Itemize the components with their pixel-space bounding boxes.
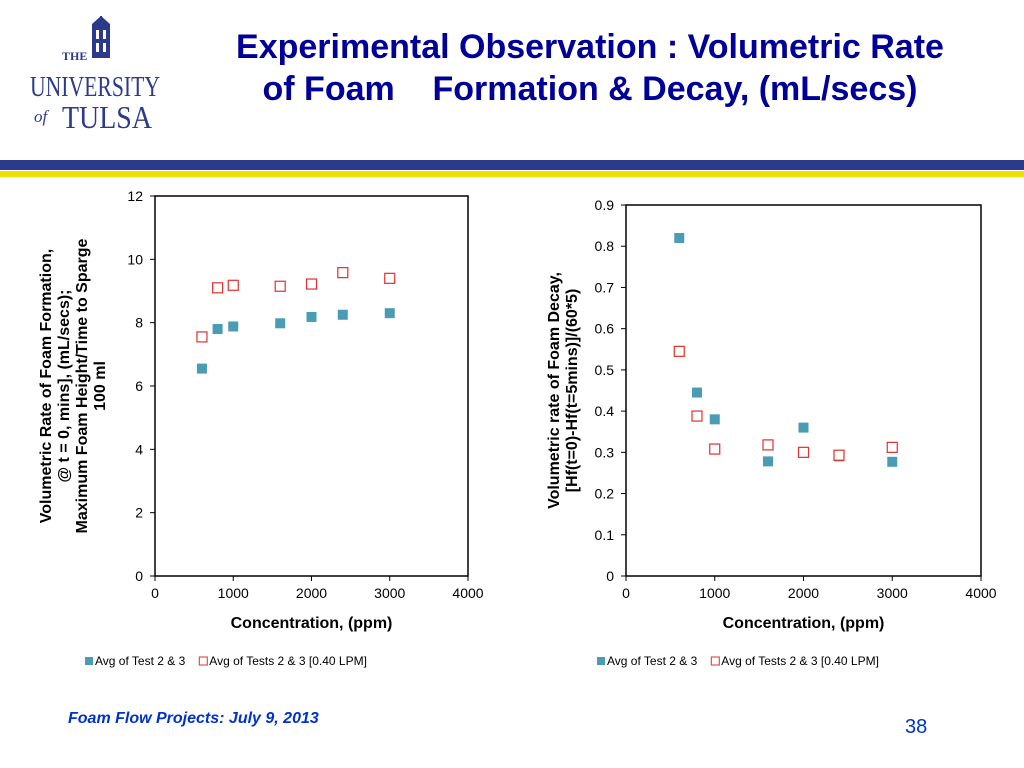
chart2-y-tick-label: 0.1: [595, 527, 615, 543]
chart1-legend-label-2: Avg of Tests 2 & 3 [0.40 LPM]: [209, 654, 367, 668]
chart1-y-tick-label: 4: [135, 441, 143, 457]
chart2-x-tick-label: 3000: [877, 585, 908, 601]
chart2-x-tick-label: 2000: [788, 585, 819, 601]
foam-decay-chart-svg: 0 1000 2000 3000 4000 0 0.1 0.2 0.3 0.4 0.5 0.6 0.7 0…: [546, 197, 997, 668]
chart2-y-tick-label: 0.6: [595, 321, 615, 337]
chart1-x-tick-label: 1000: [218, 585, 249, 601]
logo-of: of: [34, 107, 50, 126]
university-of-tulsa-logo: THE UNIVERSITY of TULSA: [30, 16, 160, 135]
chart2-y-axis-label-line: Volumetric rate of Foam Decay,: [546, 272, 563, 509]
chart2-series-1-point: [798, 422, 809, 433]
chart2-series-2-point: [709, 443, 721, 455]
chart1-series-2-point: [196, 331, 208, 343]
header-divider-blue: [0, 160, 1024, 170]
chart1-y-tick-label: 12: [127, 188, 143, 204]
chart2-y-tick-label: 0.2: [595, 486, 615, 502]
chart1-series-2-point: [227, 279, 239, 291]
page-number: 38: [905, 716, 928, 738]
chart1-y-tick-label: 2: [135, 505, 143, 521]
chart2-y-tick-label: 0: [606, 568, 614, 584]
chart2-y-axis-label-line: [Hf(t=0)-Hf(t=5mins)]/(60*5): [564, 289, 581, 493]
chart2-x-tick-label: 1000: [699, 585, 730, 601]
header-divider-gold: [0, 171, 1024, 177]
chart1-series-1-point: [337, 309, 348, 320]
slide-title-line2: of Foam Formation & Decay, (mL/secs): [262, 70, 918, 108]
chart2-x-axis-label: Concentration, (ppm): [723, 615, 885, 632]
chart1-y-axis-label-line: 100 ml: [92, 361, 109, 411]
chart1-x-tick-label: 2000: [296, 585, 327, 601]
chart1-plot-area: [154, 195, 469, 577]
chart2-series-2: [673, 345, 898, 461]
chart1-series-1-point: [306, 311, 317, 322]
chart1-series-2-point: [384, 272, 396, 284]
chart1-series-2-point: [212, 282, 224, 294]
chart1-series-1-point: [228, 321, 239, 332]
chart2-series-1-point: [887, 456, 898, 467]
chart1-y-tick-label: 8: [135, 315, 143, 331]
slide-title-line1: Experimental Observation : Volumetric Ra…: [236, 28, 944, 66]
chart2-y-axis-label: Volumetric rate of Foam Decay, [Hf(t=0)-H…: [546, 272, 581, 509]
chart2-x-tick-label: 4000: [965, 585, 996, 601]
chart2-series-2-point: [762, 439, 774, 451]
chart1-x-tick-label: 3000: [374, 585, 405, 601]
chart2-legend-label-1: Avg of Test 2 & 3: [607, 654, 698, 668]
university-tower-icon: [92, 16, 110, 58]
slide-title: Experimental Observation : Volumetric Ra…: [170, 26, 1010, 110]
chart2-x-tick-label: 0: [622, 585, 630, 601]
chart2-series-1-point: [692, 387, 702, 398]
chart2-y-tick-label: 0.5: [595, 362, 615, 378]
chart2-y-tick-label: 0.8: [595, 238, 615, 254]
chart1-series-1-point: [275, 318, 286, 329]
chart1-x-tick-label: 4000: [452, 585, 483, 601]
chart1-legend-label-1: Avg of Test 2 & 3: [95, 654, 186, 668]
chart1-x-tick-label: 0: [151, 585, 159, 601]
chart1-series-1-point: [384, 308, 395, 319]
chart2-series-1-point: [763, 456, 773, 467]
chart2-series-2-point: [797, 446, 810, 458]
footer-project-date: Foam Flow Projects: July 9, 2013: [68, 710, 319, 727]
logo-tulsa: TULSA: [62, 99, 152, 135]
chart2-legend-swatch-1: [597, 657, 605, 665]
logo-the: THE: [62, 49, 87, 63]
chart1-y-axis-label-line: Volumetric Rate of Foam Formation,: [38, 249, 55, 523]
chart2-plot-area: [625, 204, 982, 577]
chart2-series-2-point: [673, 345, 685, 357]
chart1-y-tick-label: 6: [135, 378, 143, 394]
chart2-y-tick-label: 0.4: [595, 403, 615, 419]
chart1-y-axis-label-line: Maximum Foam Height/Time to Sparge: [74, 238, 91, 533]
chart1-x-axis-label: Concentration, (ppm): [231, 615, 393, 632]
chart1-series-1-point: [196, 363, 207, 374]
chart1-series-2-point: [274, 280, 286, 292]
chart2-series-2-point: [886, 441, 898, 453]
chart2-legend-label-2: Avg of Tests 2 & 3 [0.40 LPM]: [721, 654, 879, 668]
chart1-y-tick-label: 10: [127, 251, 143, 267]
chart1-series-2-point: [305, 278, 318, 290]
chart1-series-2: [196, 267, 396, 343]
chart2-legend: Avg of Test 2 & 3 Avg of Tests 2 & 3 [0.4…: [597, 654, 879, 668]
chart2-series-2-point: [833, 449, 845, 461]
logo-university: UNIVERSITY: [30, 72, 160, 103]
chart1-y-tick-label: 0: [135, 568, 143, 584]
chart1-series-2-point: [337, 267, 349, 279]
chart1-series-1-point: [212, 324, 223, 334]
chart2-series-2-point: [691, 410, 703, 422]
chart1-legend-swatch-1: [85, 657, 93, 665]
chart2-legend-swatch-2: [710, 656, 720, 666]
chart1-y-axis-label: Volumetric Rate of Foam Formation, @ t = …: [38, 238, 109, 533]
chart1-legend-swatch-2: [198, 656, 208, 666]
foam-decay-chart: 0 1000 2000 3000 4000 0 0.1 0.2 0.3 0.4 0.5 0.6 0.7 0…: [510, 180, 1015, 680]
foam-formation-chart: 0 1000 2000 3000 4000 0 2 4 6 8 10 12 Concentration,…: [10, 180, 505, 680]
chart2-series-1-point: [674, 232, 685, 243]
chart1-y-axis-label-line: @ t = 0, mins], (mL/secs);: [56, 290, 73, 483]
chart2-series-1-point: [709, 414, 720, 425]
chart2-y-tick-label: 0.3: [595, 444, 615, 460]
chart1-series-1: [196, 308, 395, 374]
chart2-y-tick-label: 0.7: [595, 279, 615, 295]
foam-formation-chart-svg: 0 1000 2000 3000 4000 0 2 4 6 8 10 12 Concentration,…: [38, 188, 484, 668]
chart2-y-tick-label: 0.9: [595, 197, 615, 213]
chart1-legend: Avg of Test 2 & 3 Avg of Tests 2 & 3 [0.4…: [85, 654, 367, 668]
